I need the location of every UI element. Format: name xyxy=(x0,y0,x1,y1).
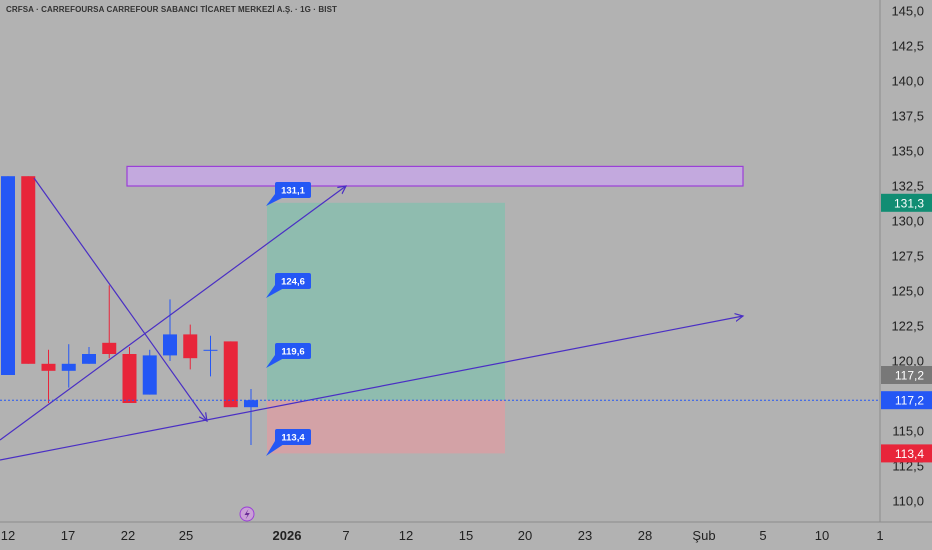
x-tick-label: 17 xyxy=(61,528,75,543)
tag-label: 113,4 xyxy=(895,447,924,461)
x-tick-label: 10 xyxy=(815,528,829,543)
trendline-arrow-long xyxy=(0,316,743,461)
price-callout: 113,4 xyxy=(266,429,311,456)
y-tick-label: 140,0 xyxy=(891,74,924,89)
candle xyxy=(102,285,117,359)
x-tick-label: 12 xyxy=(399,528,413,543)
candle-body xyxy=(203,349,218,351)
candle xyxy=(163,299,177,361)
y-tick-label: 135,0 xyxy=(891,144,924,159)
price-callout: 131,1 xyxy=(266,182,311,206)
candle-body xyxy=(163,334,177,356)
tag-label: 117,2 xyxy=(895,394,924,408)
candle-body xyxy=(183,334,198,359)
candle xyxy=(183,324,198,370)
candle xyxy=(41,349,56,403)
y-tick-label: 122,5 xyxy=(891,319,924,334)
y-tick-label: 120,0 xyxy=(891,354,924,369)
x-tick-label: 1 xyxy=(876,528,883,543)
prev-close-tag: 117,2 xyxy=(881,366,932,384)
candle xyxy=(203,335,218,377)
candle-body xyxy=(41,363,56,371)
lightning-icon[interactable] xyxy=(239,506,255,522)
candle-body xyxy=(122,354,137,403)
candle-body xyxy=(82,354,96,364)
tag-box xyxy=(881,366,932,384)
candle xyxy=(122,347,137,403)
tag-box xyxy=(881,391,932,410)
x-tick-label: Şub xyxy=(692,528,715,543)
callout-box xyxy=(275,343,311,359)
price-axis: 110,0112,5115,0117,5120,0122,5125,0127,5… xyxy=(879,0,924,522)
candle-body xyxy=(142,355,157,395)
tag-label: 117,2 xyxy=(895,369,924,383)
tag-box xyxy=(881,444,932,463)
stop-price-tag: 113,4 xyxy=(881,444,932,463)
profit-zone xyxy=(267,202,505,401)
x-tick-label: 25 xyxy=(179,528,193,543)
time-axis: 12 17 22 25 2026 7 12 15 20 23 28 Şub 5 10 1 xyxy=(0,521,932,543)
price-callout: 119,6 xyxy=(266,343,311,368)
target-price-tag: 131,3 xyxy=(881,193,932,212)
callout-box xyxy=(275,182,311,198)
x-tick-label: 2026 xyxy=(273,528,302,543)
loss-zone xyxy=(267,400,505,454)
x-tick-label: 20 xyxy=(518,528,532,543)
candle xyxy=(21,176,36,364)
tag-label: 131,3 xyxy=(894,196,924,210)
y-tick-label: 142,5 xyxy=(891,39,924,54)
y-tick-label: 127,5 xyxy=(891,249,924,264)
candle-body xyxy=(102,342,117,354)
y-tick-label: 145,0 xyxy=(891,4,924,19)
callout-label: 131,1 xyxy=(281,186,305,197)
chart-title: CRFSA · CARREFOURSA CARREFOUR SABANCI Tİ… xyxy=(6,5,337,14)
trendline-arrow-down xyxy=(33,177,207,421)
y-tick-label: 132,5 xyxy=(891,179,924,194)
candle-body xyxy=(21,176,36,364)
y-tick-label: 115,0 xyxy=(892,424,924,439)
candle xyxy=(1,176,15,375)
callout-box xyxy=(275,429,311,445)
x-tick-label: 28 xyxy=(638,528,652,543)
resistance-zone xyxy=(126,165,744,187)
candle xyxy=(82,347,96,364)
callout-label: 119,6 xyxy=(281,347,304,358)
lightning-icon-bolt xyxy=(244,509,250,520)
trendline-arrow-up xyxy=(0,186,346,441)
callout-label: 124,6 xyxy=(281,277,305,288)
y-tick-label: 137,5 xyxy=(891,109,924,124)
last-price-tag: 117,2 xyxy=(881,391,932,410)
candle-body xyxy=(223,341,238,408)
x-tick-label: 5 xyxy=(759,528,766,543)
callout-box xyxy=(275,273,311,289)
y-tick-label: 125,0 xyxy=(891,284,924,299)
candle-body xyxy=(244,400,258,408)
candle xyxy=(244,389,258,445)
candle xyxy=(223,341,238,408)
x-tick-label: 23 xyxy=(578,528,592,543)
candle xyxy=(61,344,76,388)
candle-body xyxy=(61,363,76,371)
x-tick-label: 15 xyxy=(459,528,473,543)
y-tick-label: 130,0 xyxy=(891,214,924,229)
x-tick-label: 7 xyxy=(342,528,349,543)
x-tick-label: 12 xyxy=(1,528,15,543)
candle xyxy=(142,349,157,395)
tag-box xyxy=(881,193,932,212)
callout-label: 113,4 xyxy=(281,433,305,444)
y-tick-label: 110,0 xyxy=(892,494,924,509)
x-tick-label: 22 xyxy=(121,528,135,543)
price-callout: 124,6 xyxy=(266,273,311,298)
candle-body xyxy=(1,176,15,375)
